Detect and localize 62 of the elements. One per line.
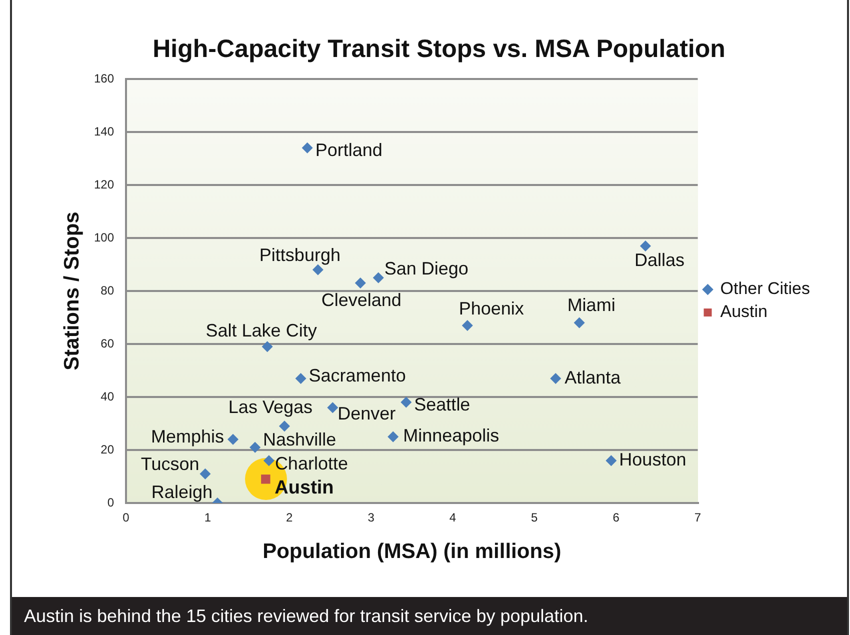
annotation: Houston xyxy=(619,450,686,470)
chart-title: High-Capacity Transit Stops vs. MSA Population xyxy=(152,34,726,63)
point xyxy=(354,278,366,289)
point xyxy=(550,372,562,384)
annotation: Raleigh xyxy=(151,482,212,502)
x-axis-title: Population (MSA) (in millions) xyxy=(262,540,562,564)
annotation: Memphis xyxy=(150,426,224,446)
annotation: Salt Lake City xyxy=(206,320,317,341)
annotation: Charlotte xyxy=(274,454,348,474)
annotation: San Diego xyxy=(384,258,468,279)
point xyxy=(400,396,412,408)
annotation: Dallas xyxy=(634,250,684,270)
point xyxy=(388,431,399,442)
annotation: Miami xyxy=(567,294,616,315)
annotation: Seattle xyxy=(414,394,470,414)
annotation: Cleveland xyxy=(321,290,402,310)
point xyxy=(574,317,585,328)
annotation: Atlanta xyxy=(564,367,622,388)
y-tick-label: 40 xyxy=(100,389,114,404)
y-tick-label: 140 xyxy=(94,124,114,138)
point xyxy=(640,240,651,252)
y-tick-label: 60 xyxy=(100,336,114,350)
x-tick-label: 0 xyxy=(122,510,130,525)
point xyxy=(312,264,324,276)
y-tick-label: 120 xyxy=(94,177,114,192)
point xyxy=(278,420,290,432)
x-tick-label: 7 xyxy=(694,510,702,525)
annotation: Denver xyxy=(338,404,396,424)
annotation: Nashville xyxy=(263,429,336,450)
legend-label: Other Cities xyxy=(720,279,810,298)
point xyxy=(462,320,473,331)
point xyxy=(228,434,238,445)
x-tick-label: 6 xyxy=(612,510,620,525)
annotation: Portland xyxy=(315,140,382,160)
x-tick-label: 1 xyxy=(204,510,212,525)
annotation: Phoenix xyxy=(458,298,524,318)
x-tick-label: 4 xyxy=(449,510,456,525)
legend-label: Austin xyxy=(720,302,768,322)
text: Austin is behind the 15 cities reviewed for transit service by population. xyxy=(12,597,847,635)
y-tick-label: 0 xyxy=(107,495,114,510)
point xyxy=(327,402,338,414)
y-tick-label: 100 xyxy=(94,230,114,244)
point xyxy=(250,442,261,453)
y-tick-label: 20 xyxy=(100,442,114,456)
y-axis-title: Stations / Stops xyxy=(60,212,84,370)
y-tick-label: 160 xyxy=(94,71,114,86)
annotation: Pittsburgh xyxy=(259,244,340,265)
annotation: Las Vegas xyxy=(228,397,312,418)
x-tick-label: 2 xyxy=(286,510,294,525)
point xyxy=(606,455,617,466)
point xyxy=(295,372,306,384)
x-tick-label: 5 xyxy=(531,510,538,525)
annotation: Tucson xyxy=(140,454,200,474)
point xyxy=(200,468,211,480)
y-tick-label: 80 xyxy=(100,283,114,298)
point xyxy=(372,272,384,284)
point xyxy=(263,455,274,466)
annotation: Minneapolis xyxy=(403,426,500,446)
point xyxy=(262,341,273,352)
point xyxy=(302,142,313,154)
x-tick-label: 3 xyxy=(368,510,375,525)
annotation: Sacramento xyxy=(308,365,406,386)
